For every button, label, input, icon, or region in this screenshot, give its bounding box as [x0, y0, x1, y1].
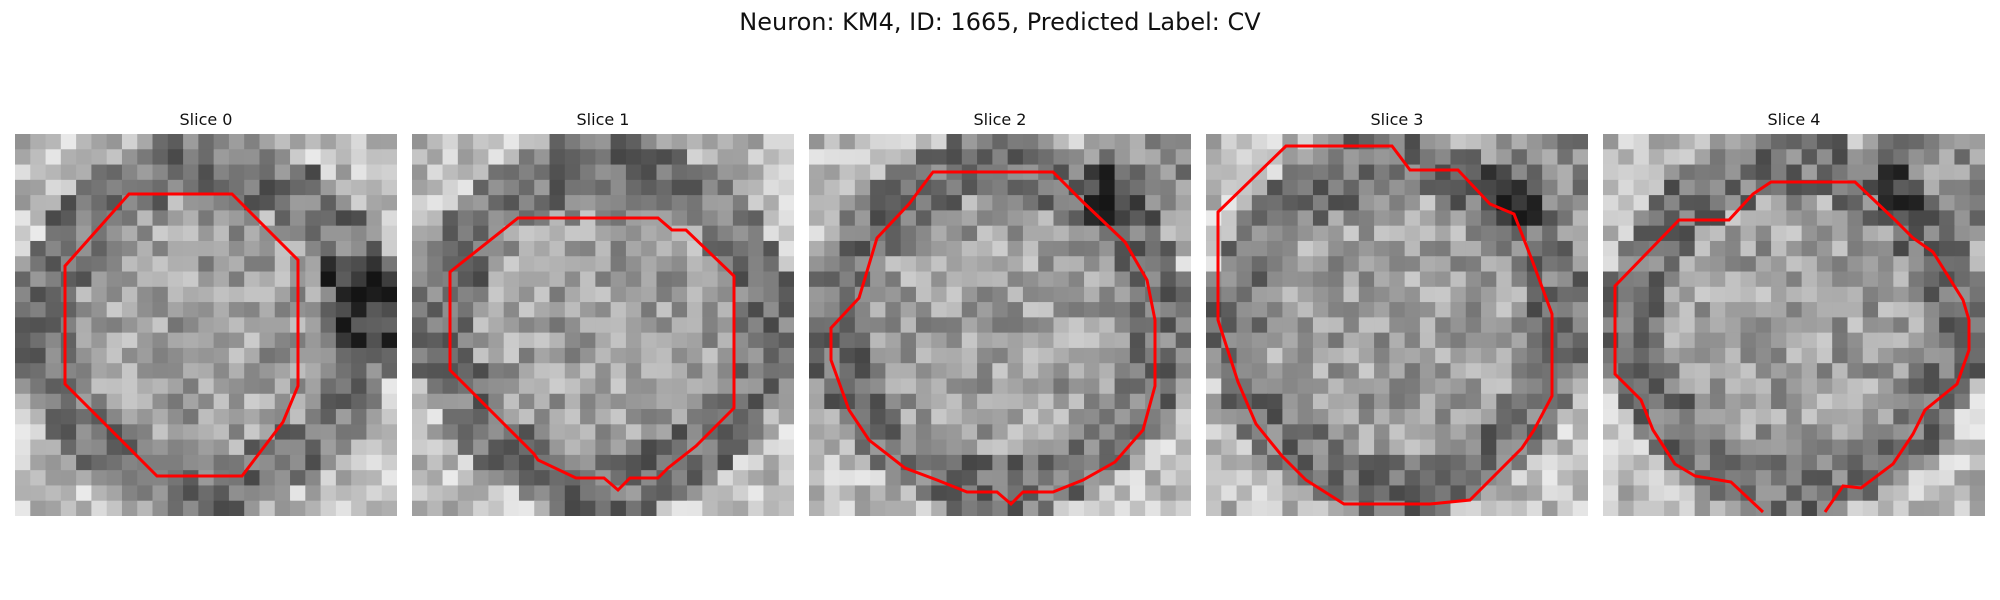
slice-image-1 — [412, 134, 794, 516]
grayscale-pixels-3 — [1206, 134, 1588, 516]
slice-image-3 — [1206, 134, 1588, 516]
slice-panel-1: Slice 1 — [412, 108, 794, 516]
grayscale-pixels-4 — [1603, 134, 1985, 516]
slice-image-0 — [15, 134, 397, 516]
slice-panel-0: Slice 0 — [15, 108, 397, 516]
contour-4 — [1613, 180, 1971, 514]
contour-0 — [63, 192, 300, 478]
figure-title: Neuron: KM4, ID: 1665, Predicted Label: … — [739, 8, 1261, 36]
grayscale-pixels-0 — [15, 134, 397, 516]
slice-panel-3: Slice 3 — [1206, 108, 1588, 516]
slice-title-2: Slice 2 — [973, 110, 1027, 129]
slice-title-3: Slice 3 — [1370, 110, 1424, 129]
slice-panel-4: Slice 4 — [1603, 108, 1985, 516]
slice-title-1: Slice 1 — [576, 110, 630, 129]
slice-image-4 — [1603, 134, 1985, 516]
slice-title-4: Slice 4 — [1767, 110, 1821, 129]
contour-1 — [448, 216, 736, 493]
grayscale-pixels-2 — [809, 134, 1191, 516]
slice-panel-2: Slice 2 — [809, 108, 1191, 516]
grayscale-pixels-1 — [412, 134, 794, 516]
slice-title-0: Slice 0 — [179, 110, 233, 129]
contour-2 — [829, 170, 1157, 507]
contour-3 — [1216, 144, 1554, 506]
slice-image-2 — [809, 134, 1191, 516]
